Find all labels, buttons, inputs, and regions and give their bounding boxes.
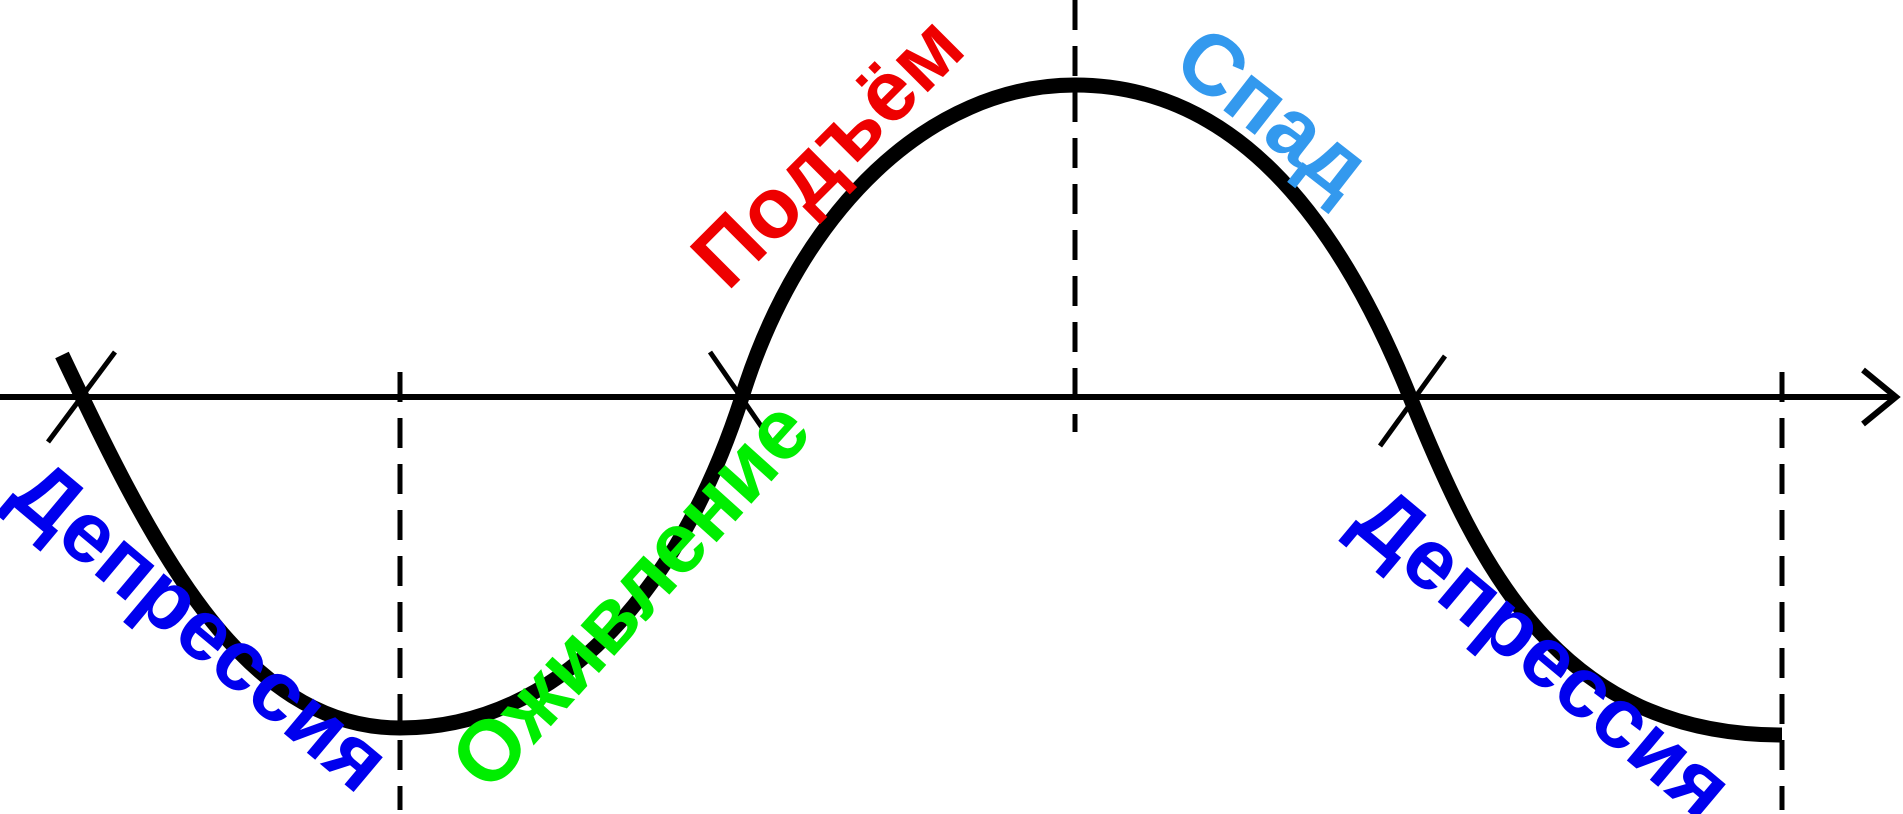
- crossing-mark-3: [1377, 354, 1448, 448]
- crossing-mark-1: [45, 350, 118, 444]
- phase-label-depression-2: Депрессия: [1337, 468, 1751, 814]
- cycle-curve: [55, 77, 1783, 743]
- phase-label-revival: Оживление: [432, 382, 829, 808]
- phase-label-rise: Подъём: [673, 0, 982, 306]
- time-axis-arrowhead: [1861, 367, 1901, 427]
- crossing-mark-2: [707, 350, 775, 444]
- phase-label-depression-1: Депрессия: [0, 441, 408, 810]
